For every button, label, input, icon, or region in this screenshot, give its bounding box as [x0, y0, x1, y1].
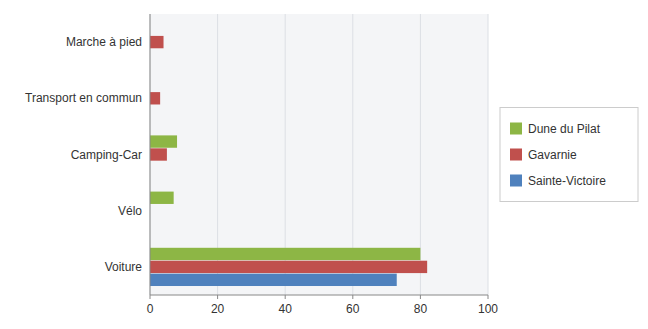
y-tick-label: Marche à pied — [66, 35, 142, 49]
y-tick-label: Transport en commun — [25, 91, 142, 105]
tick-mark — [150, 295, 151, 299]
tick-mark — [217, 295, 218, 299]
y-tick-label: Vélo — [118, 204, 142, 218]
x-tick-label: 0 — [147, 302, 154, 316]
tick-mark — [488, 295, 489, 299]
x-tick-label: 80 — [414, 302, 428, 316]
x-tick-label: 60 — [346, 302, 360, 316]
bar — [150, 192, 174, 204]
tick-mark — [352, 295, 353, 299]
legend-swatch — [510, 149, 522, 161]
x-tick-label: 40 — [279, 302, 293, 316]
y-tick-label: Camping-Car — [71, 148, 142, 162]
grid-line — [150, 14, 151, 295]
bar — [150, 135, 177, 147]
bars — [150, 36, 427, 286]
x-axis-line — [150, 295, 488, 296]
y-axis-line — [150, 14, 151, 295]
legend-label: Sainte-Victoire — [528, 174, 606, 188]
x-grid — [150, 14, 488, 295]
legend-label: Dune du Pilat — [528, 122, 601, 136]
x-tick-label: 20 — [211, 302, 225, 316]
bar — [150, 36, 164, 48]
legend-label: Gavarnie — [528, 148, 577, 162]
bar — [150, 274, 397, 286]
legend-box — [500, 108, 638, 202]
x-tick-label: 100 — [478, 302, 498, 316]
legend: Dune du Pilat Gavarnie Sainte-Victoire — [500, 108, 638, 202]
legend-swatch — [510, 123, 522, 135]
bar — [150, 248, 420, 260]
chart-svg: 0 20 40 60 80 100 Voiture Vélo Camping-Car Transp… — [0, 0, 648, 329]
bar — [150, 261, 427, 273]
tick-mark — [420, 295, 421, 299]
grid-line — [488, 14, 489, 295]
bar — [150, 148, 167, 160]
y-tick-label: Voiture — [105, 260, 143, 274]
legend-swatch — [510, 175, 522, 187]
tick-mark — [285, 295, 286, 299]
plot-background — [150, 14, 488, 295]
bar — [150, 92, 160, 104]
chart-container: 0 20 40 60 80 100 Voiture Vélo Camping-Car Transp… — [0, 0, 648, 329]
